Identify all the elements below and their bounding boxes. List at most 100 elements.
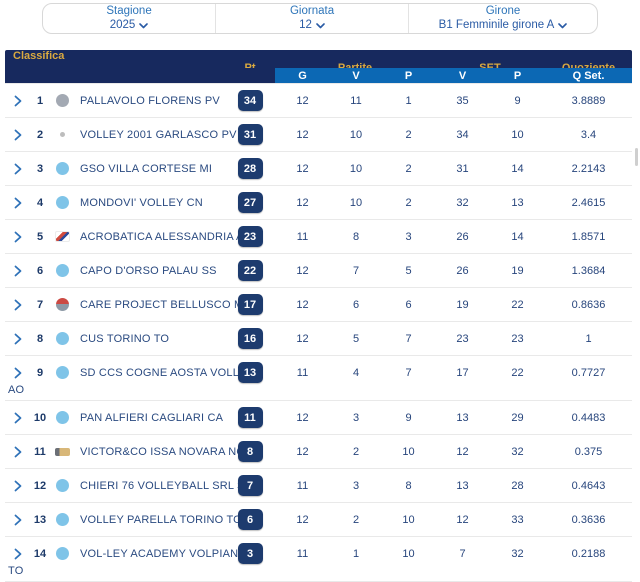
team-name: VOL-LEY ACADEMY VOLPIANO — [80, 547, 248, 560]
rank-cell: 11 — [34, 445, 46, 458]
giornata-select[interactable]: 12 — [299, 19, 325, 33]
row-expand-button[interactable] — [5, 367, 30, 379]
chevron-right-icon — [14, 480, 21, 491]
table-row: 6 CAPO D'ORSO PALAU SS 22 12 7 5 26 19 1… — [5, 254, 632, 288]
row-expand-button[interactable] — [5, 95, 30, 107]
row-expand-button[interactable] — [5, 548, 30, 560]
chevron-right-icon — [14, 129, 21, 140]
giornata-label: Giornata — [289, 4, 335, 17]
table-row: 9 SD CCS COGNE AOSTA VOLLEY 13 11 4 7 17… — [5, 356, 632, 401]
chevron-right-icon — [14, 197, 21, 208]
stat-partite-g: 11 — [296, 230, 309, 243]
stat-set-p: 22 — [511, 298, 524, 311]
team-logo-icon — [55, 479, 69, 492]
logo-cell — [50, 231, 74, 242]
filter-section-stagione: Stagione 2025 — [43, 4, 215, 33]
row-expand-button[interactable] — [5, 129, 30, 141]
scrollbar[interactable] — [635, 148, 638, 166]
rank-cell: 10 — [33, 411, 47, 424]
row-expand-button[interactable] — [5, 299, 30, 311]
table-body: 1 PALLAVOLO FLORENS PV 34 12 11 1 35 9 3… — [5, 84, 632, 582]
stat-partite-g: 12 — [296, 94, 309, 107]
table-row: 7 CARE PROJECT BELLUSCO MB 17 12 6 6 19 … — [5, 288, 632, 322]
stat-partite-g: 12 — [296, 298, 309, 311]
stat-partite-g: 11 — [296, 547, 309, 560]
stat-set-v: 19 — [456, 298, 469, 311]
stat-partite-p: 3 — [405, 230, 412, 243]
team-name: VOLLEY 2001 GARLASCO PV — [80, 128, 237, 141]
stat-partite-g: 12 — [296, 128, 309, 141]
table-row: 12 CHIERI 76 VOLLEYBALL SRL SD 7 11 3 8 … — [5, 469, 632, 503]
chevron-right-icon — [14, 299, 21, 310]
rank-cell: 1 — [36, 94, 44, 107]
chevron-right-icon — [14, 514, 21, 525]
points-cell: 8 — [225, 441, 275, 462]
table-row: 13 VOLLEY PARELLA TORINO TO 6 12 2 10 12… — [5, 503, 632, 537]
team-name: PAN ALFIERI CAGLIARI CA — [80, 411, 224, 424]
rank-cell: 8 — [36, 332, 44, 345]
stat-partite-p: 10 — [402, 513, 415, 526]
points-cell: 31 — [225, 124, 275, 145]
row-expand-button[interactable] — [5, 231, 30, 243]
stat-partite-p: 2 — [405, 128, 412, 141]
table-header-sub: G V P V P Q Set. — [5, 68, 632, 84]
points-badge: 6 — [237, 509, 263, 530]
stat-partite-v: 6 — [352, 298, 360, 311]
filter-bar: Stagione 2025 Giornata 12 Girone B1 Femm… — [42, 3, 598, 34]
stat-set-v: 12 — [456, 445, 469, 458]
stat-partite-p: 7 — [405, 366, 412, 379]
girone-value: B1 Femminile girone A — [438, 18, 555, 31]
row-expand-button[interactable] — [5, 197, 30, 209]
stat-set-p: 19 — [511, 264, 524, 277]
stat-partite-v: 10 — [349, 128, 363, 141]
chevron-right-icon — [14, 548, 21, 559]
points-cell: 34 — [225, 90, 275, 111]
stat-set-p: 33 — [511, 513, 524, 526]
stat-quoziente: 1.8571 — [571, 230, 606, 243]
row-expand-button[interactable] — [5, 446, 30, 458]
stat-partite-v: 10 — [349, 196, 363, 209]
points-cell: 23 — [225, 226, 275, 247]
row-expand-button[interactable] — [5, 265, 30, 277]
stat-partite-g: 11 — [296, 366, 309, 379]
chevron-right-icon — [14, 95, 21, 106]
row-expand-button[interactable] — [5, 333, 30, 345]
row-expand-button[interactable] — [5, 412, 30, 424]
stat-quoziente: 1 — [585, 332, 592, 345]
table-header-main: Classifica Pt Partite SET Quoziente — [5, 50, 632, 74]
team-name-overflow: AO — [8, 384, 25, 396]
stagione-select[interactable]: 2025 — [110, 19, 149, 33]
points-badge: 11 — [237, 407, 263, 428]
row-expand-button[interactable] — [5, 163, 30, 175]
stat-set-v: 13 — [456, 479, 469, 492]
stat-quoziente: 0.7727 — [571, 366, 606, 379]
header-q-set: Q Set. — [545, 68, 632, 83]
logo-cell — [50, 366, 74, 379]
team-logo-icon — [54, 447, 70, 456]
stat-partite-v: 11 — [350, 94, 362, 107]
points-cell: 16 — [225, 328, 275, 349]
chevron-down-icon — [316, 23, 325, 29]
stat-set-v: 32 — [456, 196, 469, 209]
stat-quoziente: 3.4 — [580, 128, 597, 141]
stat-partite-p: 10 — [402, 445, 415, 458]
points-cell: 6 — [225, 509, 275, 530]
stat-set-v: 17 — [456, 366, 469, 379]
points-badge: 13 — [237, 362, 263, 383]
team-logo-icon — [55, 332, 69, 345]
row-expand-button[interactable] — [5, 514, 30, 526]
stat-set-p: 10 — [511, 128, 524, 141]
team-name: ACROBATICA ALESSANDRIA AL — [80, 230, 250, 243]
stat-partite-v: 1 — [352, 547, 360, 560]
girone-select[interactable]: B1 Femminile girone A — [439, 19, 568, 33]
logo-cell — [50, 513, 74, 526]
team-logo-icon — [55, 411, 69, 424]
stat-partite-v: 8 — [352, 230, 360, 243]
chevron-right-icon — [14, 367, 21, 378]
stat-partite-p: 1 — [405, 94, 412, 107]
stat-quoziente: 0.4483 — [571, 411, 606, 424]
header-p: P — [382, 68, 435, 83]
rank-cell: 7 — [36, 298, 44, 311]
points-badge: 8 — [237, 441, 263, 462]
row-expand-button[interactable] — [5, 480, 30, 492]
